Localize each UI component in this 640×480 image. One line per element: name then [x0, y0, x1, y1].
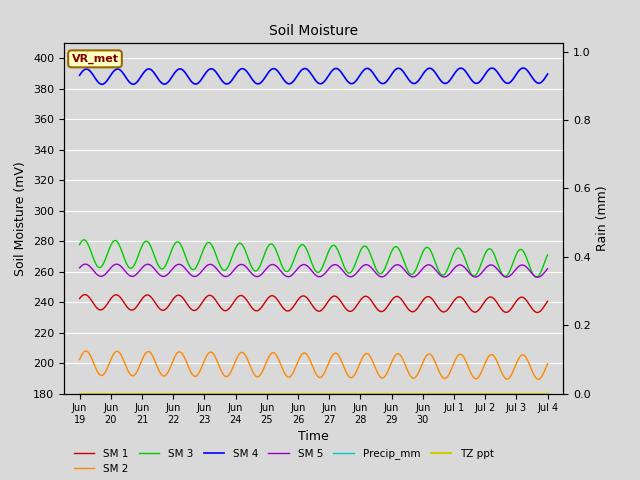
SM 2	[384, 368, 392, 373]
SM 3	[532, 274, 540, 280]
SM 4	[205, 67, 213, 72]
SM 3	[85, 243, 93, 249]
SM 4	[180, 69, 188, 74]
SM 1	[384, 302, 392, 308]
SM 1	[371, 302, 378, 308]
SM 2	[180, 354, 188, 360]
Line: SM 1: SM 1	[79, 295, 548, 312]
SM 1	[85, 294, 93, 300]
SM 5	[371, 268, 378, 274]
Line: SM 5: SM 5	[79, 264, 548, 277]
SM 5	[82, 261, 90, 267]
SM 5	[133, 271, 141, 277]
SM 5	[384, 270, 392, 276]
SM 4	[84, 67, 92, 72]
Line: SM 2: SM 2	[79, 351, 548, 379]
SM 2	[534, 376, 542, 382]
SM 4	[384, 77, 392, 83]
TZ ppt	[383, 391, 391, 396]
SM 3	[80, 237, 88, 243]
Legend: SM 1, SM 2, SM 3, SM 4, SM 5, Precip_mm, TZ ppt: SM 1, SM 2, SM 3, SM 4, SM 5, Precip_mm,…	[69, 444, 498, 478]
TZ ppt	[84, 391, 92, 396]
SM 1	[180, 297, 188, 303]
SM 1	[76, 296, 83, 301]
SM 4	[98, 82, 106, 87]
SM 4	[520, 65, 527, 71]
X-axis label: Time: Time	[298, 431, 329, 444]
SM 2	[76, 357, 83, 362]
SM 5	[85, 263, 93, 268]
SM 3	[180, 250, 188, 256]
SM 2	[83, 348, 90, 354]
Line: SM 4: SM 4	[79, 68, 548, 84]
SM 2	[205, 350, 213, 356]
SM 4	[133, 79, 141, 85]
SM 1	[205, 292, 213, 298]
SM 3	[371, 262, 378, 268]
SM 2	[371, 363, 378, 369]
SM 3	[384, 257, 392, 263]
Title: Soil Moisture: Soil Moisture	[269, 24, 358, 38]
SM 1	[544, 299, 552, 304]
SM 5	[205, 262, 213, 267]
SM 4	[76, 72, 83, 78]
Line: SM 3: SM 3	[79, 240, 548, 277]
SM 1	[133, 303, 141, 309]
SM 4	[371, 72, 378, 78]
SM 5	[76, 265, 83, 271]
SM 3	[76, 242, 83, 248]
SM 1	[81, 292, 89, 298]
TZ ppt	[180, 391, 188, 396]
Text: VR_met: VR_met	[72, 54, 118, 64]
TZ ppt	[205, 391, 212, 396]
TZ ppt	[544, 391, 552, 396]
Y-axis label: Rain (mm): Rain (mm)	[596, 186, 609, 251]
TZ ppt	[76, 391, 83, 396]
SM 2	[544, 361, 552, 367]
TZ ppt	[370, 391, 378, 396]
Y-axis label: Soil Moisture (mV): Soil Moisture (mV)	[15, 161, 28, 276]
SM 5	[544, 266, 552, 272]
SM 1	[533, 310, 541, 315]
SM 5	[180, 264, 188, 270]
SM 3	[544, 252, 552, 258]
TZ ppt	[132, 391, 140, 396]
SM 5	[534, 274, 541, 280]
SM 2	[85, 350, 93, 356]
SM 3	[205, 240, 213, 245]
SM 2	[133, 369, 141, 375]
SM 4	[544, 71, 552, 77]
SM 3	[133, 256, 141, 262]
